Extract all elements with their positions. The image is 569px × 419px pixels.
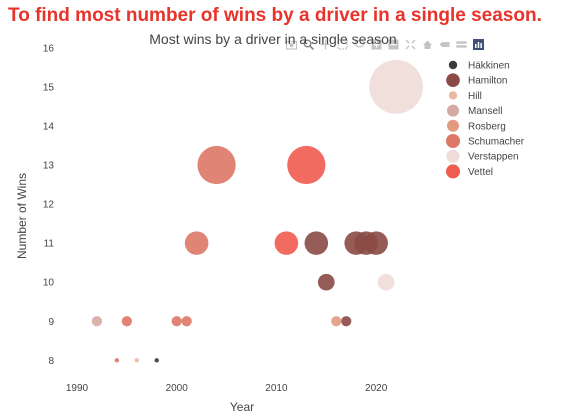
data-point[interactable] — [364, 231, 388, 255]
hover-compare-icon[interactable] — [456, 39, 467, 50]
legend-label: Vettel — [468, 167, 493, 178]
autoscale-icon[interactable] — [405, 39, 416, 50]
data-point[interactable] — [114, 358, 120, 363]
legend-label: Verstappen — [468, 152, 519, 163]
legend-label: Schumacher — [468, 137, 525, 148]
x-axis: 1990 2000 2010 2020 — [66, 383, 388, 394]
y-tick-label: 16 — [43, 43, 55, 54]
data-point[interactable] — [91, 316, 103, 327]
page-heading: To find most number of wins by a driver … — [8, 5, 542, 26]
x-tick-label: 1990 — [66, 383, 89, 394]
pan-icon[interactable] — [320, 39, 331, 50]
legend-label: Mansell — [468, 106, 502, 117]
legend-item[interactable]: Häkkinen — [448, 60, 510, 72]
legend[interactable]: Häkkinen Hamilton Hill Mansell Rosberg Schuma… — [446, 61, 525, 179]
legend-marker — [448, 60, 458, 70]
x-tick-label: 2000 — [166, 383, 189, 394]
data-point[interactable] — [274, 231, 299, 255]
spike-lines-icon[interactable] — [439, 39, 450, 50]
y-axis: 8 9 10 11 12 13 14 15 16 — [43, 43, 55, 367]
data-point[interactable] — [184, 231, 209, 255]
chart-title: Most wins by a driver in a single season — [149, 31, 397, 47]
y-tick-label: 8 — [48, 356, 54, 367]
y-tick-label: 10 — [43, 278, 55, 289]
data-point[interactable] — [341, 316, 352, 327]
y-axis-title: Number of Wins — [15, 173, 29, 259]
legend-marker — [448, 91, 458, 100]
data-point[interactable] — [171, 316, 182, 327]
legend-marker — [446, 73, 460, 87]
modebar — [286, 36, 484, 52]
zoom-icon[interactable] — [303, 39, 314, 50]
y-tick-label: 15 — [43, 82, 55, 93]
legend-marker — [447, 119, 459, 132]
legend-item[interactable]: Mansell — [447, 104, 502, 118]
data-point[interactable] — [121, 316, 132, 327]
legend-item[interactable]: Vettel — [446, 164, 493, 179]
legend-marker — [446, 149, 460, 163]
x-axis-title: Year — [230, 400, 254, 414]
legend-item[interactable]: Hamilton — [446, 73, 507, 87]
data-point[interactable] — [134, 358, 140, 363]
data-point[interactable] — [331, 316, 342, 327]
box-select-icon[interactable] — [337, 38, 348, 50]
legend-item[interactable]: Verstappen — [446, 149, 519, 163]
legend-marker — [447, 104, 459, 117]
lasso-select-icon[interactable] — [354, 39, 365, 50]
x-tick-label: 2010 — [265, 383, 288, 394]
camera-icon[interactable] — [286, 39, 297, 50]
y-tick-label: 12 — [43, 200, 55, 211]
legend-item[interactable]: Rosberg — [447, 119, 506, 133]
zoom-in-icon[interactable] — [371, 39, 382, 50]
legend-marker — [446, 134, 460, 148]
y-tick-label: 13 — [43, 161, 55, 172]
legend-marker — [446, 164, 460, 179]
data-point[interactable] — [287, 145, 326, 185]
data-point[interactable] — [317, 273, 335, 291]
data-point[interactable] — [304, 231, 329, 255]
legend-label: Hamilton — [468, 76, 507, 87]
data-point[interactable] — [369, 60, 423, 114]
legend-label: Häkkinen — [468, 61, 510, 72]
legend-item[interactable]: Hill — [448, 91, 482, 102]
y-tick-label: 11 — [44, 239, 55, 250]
legend-item[interactable]: Schumacher — [446, 134, 525, 148]
data-point[interactable] — [377, 273, 395, 291]
legend-label: Hill — [468, 91, 482, 102]
plotly-logo-icon[interactable] — [473, 38, 484, 50]
zoom-out-icon[interactable] — [388, 39, 399, 50]
data-point[interactable] — [154, 358, 159, 363]
legend-label: Rosberg — [468, 121, 506, 132]
data-point[interactable] — [197, 145, 236, 185]
y-tick-label: 9 — [48, 317, 54, 328]
data-point[interactable] — [181, 316, 192, 327]
plot-area[interactable] — [91, 60, 423, 363]
x-tick-label: 2020 — [365, 383, 388, 394]
reset-axes-icon[interactable] — [422, 39, 433, 50]
y-tick-label: 14 — [43, 121, 55, 132]
